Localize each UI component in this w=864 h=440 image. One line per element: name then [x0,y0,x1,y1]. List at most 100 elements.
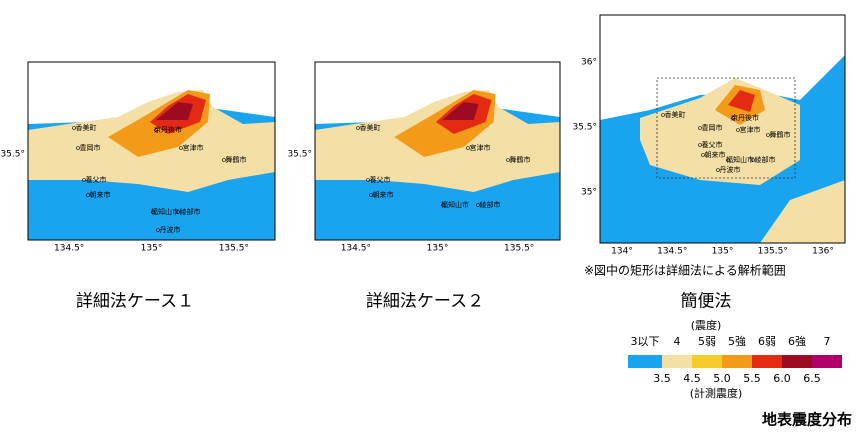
city-marker [176,210,180,214]
city-marker [369,193,373,197]
city-marker [156,228,160,232]
land-6s [156,102,193,120]
legend-title: (震度) [691,318,722,332]
legend-swatch [722,355,752,368]
panel-title: 詳細法ケース２ [366,292,484,312]
city-marker [86,193,90,197]
city-marker [151,210,155,214]
city-marker [441,203,445,207]
city-marker [766,133,770,137]
panel-title: 詳細法ケース１ [76,292,194,312]
city-marker [356,126,360,130]
legend-boundary: 4.5 [683,372,701,385]
map-body [315,62,560,240]
city-label: 香美町 [360,123,381,132]
frame [27,61,276,241]
analysis-range [656,77,796,179]
legend-class: 6強 [788,335,806,348]
legend-class: 7 [824,335,831,348]
city-marker [698,126,702,130]
y-tick-label: 35° [581,188,597,198]
x-tick-label: 134.5° [54,244,84,254]
map: 134° 134.5° 135° 135.5° 136° 36° 35.5° 35° 香美町 京丹… [572,14,846,257]
city-label: 京丹後市 [154,125,182,134]
city-marker [661,113,665,117]
legend-boundary: 6.0 [773,372,791,385]
land-6 [728,90,755,112]
legend-swatch [662,355,692,368]
legend-swatch [628,355,662,368]
map-body [28,62,275,240]
city-label: 舞鶴市 [770,130,791,139]
city-label: 養父市 [86,175,107,184]
city-label: 養父市 [370,175,391,184]
frame [314,61,561,241]
city-marker [366,178,370,182]
city-label: 舞鶴市 [226,155,247,164]
legend-class: 5強 [728,335,746,348]
city-label: 朝来市 [705,150,726,159]
city-label: 宮津市 [470,143,491,152]
y-tick-label: 35.5° [0,150,25,160]
city-marker [751,158,755,162]
land-4b [760,180,845,243]
city-label: 香美町 [665,110,686,119]
legend-swatch [812,355,842,368]
frame [599,14,846,244]
x-tick-label: 134.5° [657,247,687,257]
legend-boundary: 5.5 [743,372,761,385]
y-tick-label: 36° [581,58,597,68]
city-marker [82,178,86,182]
city-label: 豊岡市 [702,123,723,132]
city-label: 京丹後市 [731,113,759,122]
y-tick-label: 35.5° [572,123,597,133]
x-tick-label: 135° [427,244,449,254]
city-label: 宮津市 [183,143,204,152]
city-marker [698,143,702,147]
city-label: 福知山市 [726,155,754,164]
city-label: 綾部市 [755,155,776,164]
city-label: 朝来市 [90,190,111,199]
city-label: 丹波市 [720,165,741,174]
legend-class: 3以下 [631,335,660,348]
city-label: 綾部市 [180,207,201,216]
city-label: 豊岡市 [80,143,101,152]
legend-boundary: 3.5 [653,372,671,385]
legend-class: 4 [674,335,681,348]
legend-subtitle: (計測震度) [690,386,743,400]
x-tick-label: 135.5° [219,244,249,254]
city-marker [506,158,510,162]
x-tick-label: 135° [712,247,734,257]
legend-swatch [782,355,812,368]
city-marker [179,146,183,150]
city-marker [466,146,470,150]
x-tick-label: 135° [141,244,163,254]
legend-boundary: 5.0 [713,372,731,385]
map-body [600,15,845,243]
city-marker [726,158,730,162]
y-tick-label: 35.5° [287,150,312,160]
city-marker [476,203,480,207]
x-tick-label: 136° [812,247,834,257]
city-label: 養父市 [702,140,723,149]
city-label: 綾部市 [480,200,501,209]
legend-swatch [752,355,782,368]
city-label: 宮津市 [740,125,761,134]
city-marker [736,128,740,132]
legend-class: 5弱 [698,335,716,348]
city-label: 香美町 [76,123,97,132]
land-6s [441,102,479,120]
legend-boundary: 6.5 [803,372,821,385]
city-label: 朝来市 [373,190,394,199]
city-marker [154,128,158,132]
x-tick-label: 134° [611,247,633,257]
map: 134.5° 135° 135.5° 35.5° 香美町宮津市舞鶴市養父市朝来市福知山市… [287,61,561,254]
note: ※図中の矩形は詳細法による解析範囲 [584,263,786,278]
city-marker [701,153,705,157]
x-tick-label: 135.5° [504,244,534,254]
city-marker [716,168,720,172]
caption: 地表震度分布 [762,411,852,429]
x-tick-label: 134.5° [341,244,371,254]
